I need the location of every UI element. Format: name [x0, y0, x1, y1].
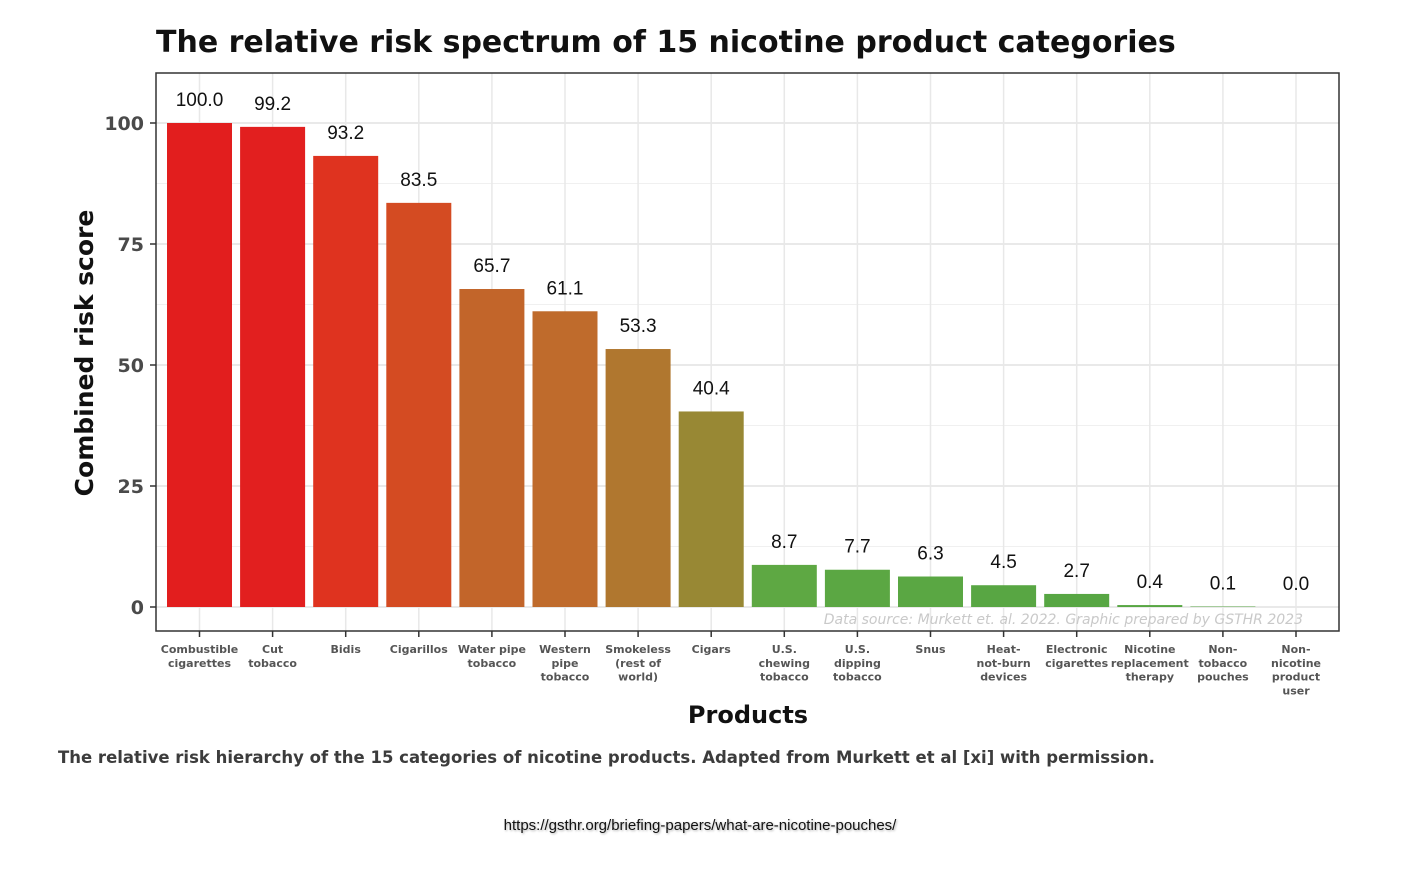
source-url[interactable]: https://gsthr.org/briefing-papers/what-a…: [503, 817, 897, 834]
data-label-12: 4.5: [990, 552, 1016, 573]
x-tick-label-line: product: [1272, 671, 1320, 684]
plot-border: [155, 72, 1340, 632]
data-label-7: 53.3: [620, 316, 657, 337]
bar-5: [459, 289, 525, 607]
x-tick-label-line: therapy: [1126, 671, 1174, 684]
x-tick-label-line: tobacco: [760, 671, 809, 684]
x-tick-label-1: Combustible cigarettes: [161, 643, 238, 670]
x-tick-label-line: U.S.: [845, 643, 870, 656]
data-label-11: 6.3: [917, 544, 943, 565]
x-tick-label-line: tobacco: [248, 657, 297, 670]
x-tick-label-12: Heat-not-burn devices: [977, 643, 1031, 684]
data-label-9: 8.7: [771, 532, 797, 553]
x-tick-label-line: Cut: [262, 643, 283, 656]
bar-8: [678, 411, 744, 607]
data-label-16: 0.0: [1283, 574, 1309, 595]
bar-14: [1117, 605, 1183, 607]
x-tick-label-2: Cut tobacco: [248, 643, 297, 670]
x-tick-label-line: Smokeless: [605, 643, 671, 656]
x-tick-label-line: not-burn: [977, 657, 1031, 670]
data-label-14: 0.4: [1137, 572, 1164, 593]
y-tick-label: 100: [104, 113, 144, 135]
data-label-2: 99.2: [254, 94, 291, 115]
x-tick-label-line: cigarettes: [1045, 657, 1108, 670]
data-label-8: 40.4: [693, 378, 730, 399]
data-source-credit: Data source: Murkett et. al. 2022. Graph…: [824, 612, 1303, 628]
bar-1: [167, 123, 232, 607]
y-tick-label: 75: [118, 234, 144, 256]
x-tick-label-line: Non-: [1208, 643, 1237, 656]
x-tick-label-line: nicotine: [1271, 657, 1321, 670]
x-tick-label-line: (rest of: [615, 657, 661, 670]
x-tick-label-line: pouches: [1197, 671, 1249, 684]
x-tick-label-16: Non-nicotine product user: [1271, 643, 1321, 697]
bar-4: [386, 202, 452, 608]
x-tick-label-line: U.S.: [772, 643, 797, 656]
x-tick-label-15: Non-tobacco pouches: [1197, 643, 1249, 684]
x-tick-label-line: Cigars: [692, 643, 732, 656]
bar-9: [751, 564, 817, 607]
x-tick-label-7: Smokeless (rest of world): [605, 643, 671, 684]
x-tick-label-line: pipe: [552, 657, 579, 670]
data-label-1: 100.0: [176, 90, 224, 111]
x-tick-label-8: Cigars: [692, 643, 732, 656]
data-label-3: 93.2: [327, 123, 364, 144]
x-tick-label-line: Non-: [1281, 643, 1310, 656]
x-tick-label-11: Snus: [915, 643, 946, 656]
y-axis-label: Combined risk score: [70, 210, 99, 497]
figure-caption: The relative risk hierarchy of the 15 ca…: [58, 748, 1155, 767]
x-tick-label-14: Nicotine replacement therapy: [1111, 643, 1189, 684]
x-tick-label-3: Bidis: [331, 643, 362, 656]
x-tick-label-line: tobacco: [833, 671, 882, 684]
y-tick-label: 25: [118, 476, 144, 498]
x-tick-label-6: Western pipe tobacco: [539, 643, 591, 684]
x-axis-label: Products: [688, 701, 808, 729]
x-tick-label-line: Heat-: [987, 643, 1021, 656]
x-tick-label-4: Cigarillos: [390, 643, 448, 656]
x-tick-label-13: Electronic cigarettes: [1045, 643, 1108, 670]
bar-11: [898, 576, 963, 607]
x-tick-label-5: Water pipe tobacco: [458, 643, 526, 670]
data-label-15: 0.1: [1210, 574, 1236, 595]
x-tick-label-line: Combustible: [161, 643, 238, 656]
x-tick-label-line: world): [618, 671, 658, 684]
chart-title: The relative risk spectrum of 15 nicotin…: [156, 25, 1176, 60]
data-label-5: 65.7: [473, 256, 510, 277]
data-label-13: 2.7: [1063, 561, 1089, 582]
x-tick-label-line: Nicotine: [1124, 643, 1175, 656]
bar-6: [532, 311, 598, 607]
x-tick-label-line: cigarettes: [168, 657, 231, 670]
x-tick-label-line: Western: [539, 643, 591, 656]
x-tick-label-line: Electronic: [1046, 643, 1108, 656]
x-tick-label-line: Bidis: [331, 643, 362, 656]
x-tick-label-line: tobacco: [541, 671, 590, 684]
bar-2: [240, 126, 306, 607]
x-tick-label-line: Snus: [915, 643, 946, 656]
bar-7: [605, 349, 671, 607]
x-tick-label-10: U.S. dipping tobacco: [833, 643, 882, 684]
x-tick-label-line: dipping: [834, 657, 881, 670]
y-tick-label: 0: [131, 597, 144, 619]
bar-12: [971, 585, 1037, 607]
data-label-6: 61.1: [547, 278, 584, 299]
x-tick-label-line: devices: [980, 671, 1027, 684]
bar-10: [824, 569, 890, 607]
bar-3: [313, 155, 379, 608]
x-tick-label-line: Cigarillos: [390, 643, 448, 656]
data-label-10: 7.7: [844, 537, 870, 558]
data-label-4: 83.5: [400, 170, 437, 191]
bar-13: [1044, 593, 1110, 607]
x-tick-label-line: tobacco: [1199, 657, 1248, 670]
x-tick-label-line: tobacco: [468, 657, 517, 670]
x-tick-label-line: user: [1282, 684, 1310, 697]
x-tick-label-9: U.S. chewing tobacco: [759, 643, 810, 684]
x-tick-label-line: replacement: [1111, 657, 1189, 670]
x-tick-label-line: Water pipe: [458, 643, 526, 656]
y-tick-label: 50: [118, 355, 144, 377]
x-tick-label-line: chewing: [759, 657, 810, 670]
